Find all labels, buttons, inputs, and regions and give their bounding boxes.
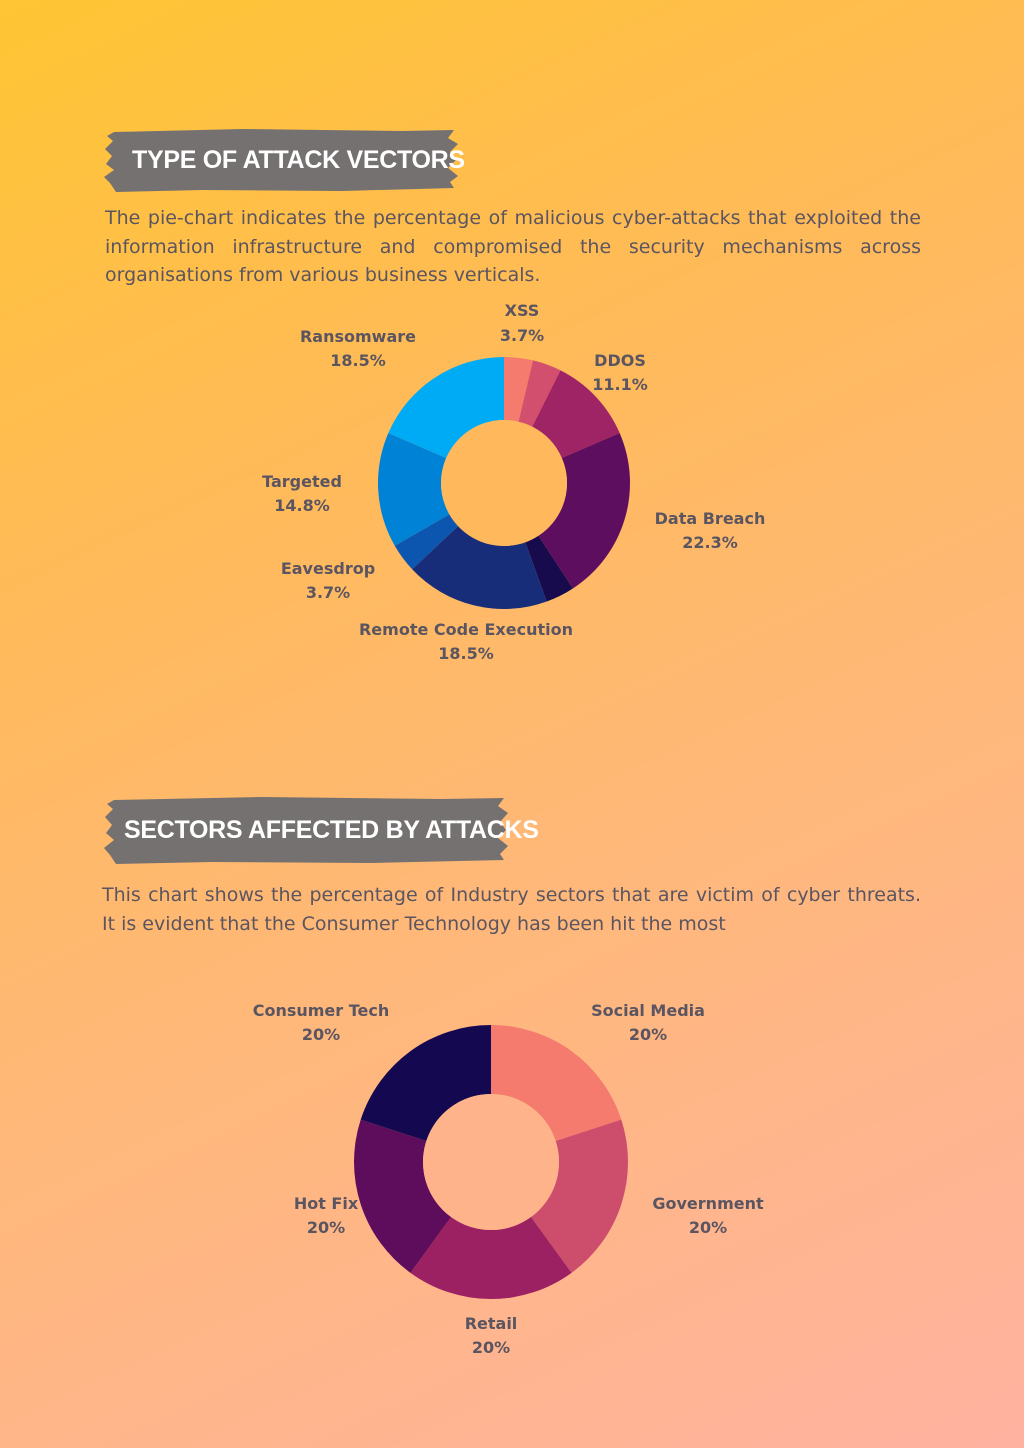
slice-government	[530, 1119, 628, 1273]
chart2-center-hole	[423, 1094, 559, 1230]
label-targeted: Targeted	[262, 472, 342, 491]
banner1-fill	[104, 129, 458, 192]
label-remote-code-execution-value: 18.5%	[438, 644, 494, 663]
label-retail: Retail	[465, 1314, 518, 1333]
section2-title: SECTORS AFFECTED BY ATTACKS	[124, 816, 539, 844]
brush-stroke-shape	[104, 129, 458, 192]
label-eavesdrop-value: 3.7%	[306, 583, 350, 602]
label-remote-code-execution: Remote Code Execution	[359, 620, 573, 639]
label-ransomware-value: 18.5%	[330, 351, 386, 370]
slice-consumer-tech	[360, 1025, 491, 1141]
slice-eavesdrop	[394, 514, 459, 570]
section2-banner: SECTORS AFFECTED BY ATTACKS	[102, 796, 539, 864]
section1-description: The pie-chart indicates the percentage o…	[105, 207, 921, 286]
label-social-media: Social Media	[591, 1001, 705, 1020]
label-targeted-value: 14.8%	[274, 496, 330, 515]
slice-hot-fix	[354, 1119, 452, 1273]
brush-stroke-shape	[104, 797, 508, 864]
label-hot-fix-value: 20%	[307, 1218, 345, 1237]
slice-retail	[410, 1217, 572, 1299]
label-consumer-tech: Consumer Tech	[253, 1001, 390, 1020]
section2-description: This chart shows the percentage of Indus…	[102, 884, 921, 935]
label-ransomware: Ransomware	[300, 327, 416, 346]
slice-social-media	[491, 1025, 622, 1141]
label-government-value: 20%	[689, 1218, 727, 1237]
chart2-slices	[354, 1025, 628, 1299]
chart1-center-hole	[441, 420, 567, 546]
chart2-labels: Social Media 20% Government 20% Retail 2…	[253, 1001, 764, 1357]
label-government: Government	[652, 1194, 764, 1213]
banner2-fill	[104, 797, 508, 864]
label-retail-value: 20%	[472, 1338, 510, 1357]
label-xss: XSS	[505, 301, 540, 320]
label-ddos: DDOS	[594, 351, 646, 370]
slice-ransomware	[388, 357, 504, 458]
slice-xss	[504, 357, 534, 422]
label-ddos-value: 11.1%	[592, 375, 648, 394]
slice-data-breach	[538, 432, 630, 589]
label-eavesdrop: Eavesdrop	[281, 559, 375, 578]
chart1-slices	[377, 357, 630, 609]
section1-title: TYPE OF ATTACK VECTORS	[132, 146, 465, 174]
slice-remote-code-execution	[412, 526, 547, 609]
slice-ddos	[532, 370, 620, 458]
label-social-media-value: 20%	[629, 1025, 667, 1044]
label-consumer-tech-value: 20%	[302, 1025, 340, 1044]
slice-unlabeled-1	[518, 360, 561, 427]
slice-targeted	[377, 432, 450, 546]
label-xss-value: 3.7%	[500, 326, 544, 345]
slice-unlabeled-4	[525, 535, 573, 602]
label-data-breach: Data Breach	[655, 509, 766, 528]
label-hot-fix: Hot Fix	[294, 1194, 359, 1213]
section1-banner: TYPE OF ATTACK VECTORS	[102, 128, 465, 192]
label-data-breach-value: 22.3%	[682, 533, 738, 552]
chart1-labels: XSS 3.7% DDOS 11.1% Data Breach 22.3% Re…	[262, 301, 765, 663]
